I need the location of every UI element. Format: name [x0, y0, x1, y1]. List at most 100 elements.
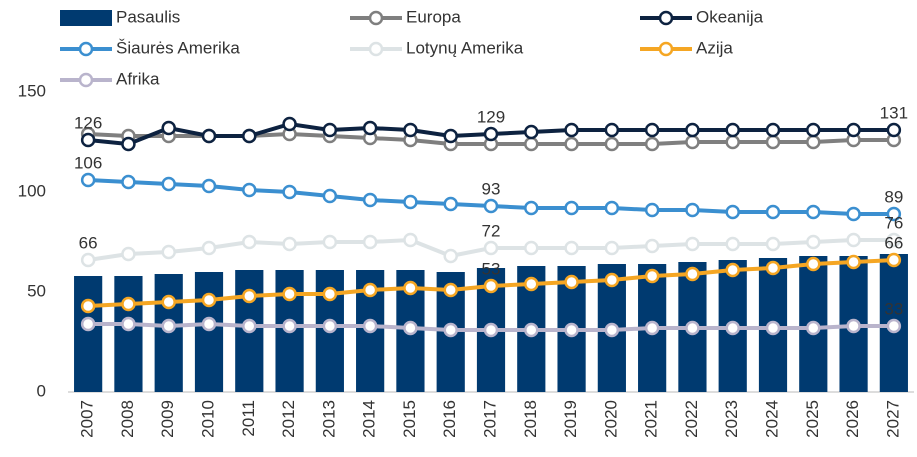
marker — [483, 126, 499, 142]
marker — [806, 204, 821, 220]
marker — [765, 134, 781, 150]
marker — [282, 286, 297, 302]
marker — [362, 120, 378, 136]
marker — [161, 294, 176, 310]
marker — [604, 322, 620, 338]
marker — [443, 322, 458, 338]
marker — [80, 132, 96, 148]
data-label: 129 — [477, 107, 505, 126]
marker — [564, 136, 579, 152]
legend-marker — [368, 41, 384, 57]
data-label: 93 — [482, 179, 501, 198]
legend-label: Pasaulis — [116, 7, 180, 26]
marker — [765, 122, 781, 138]
marker — [362, 234, 378, 250]
x-tick-label: 2020 — [601, 400, 620, 438]
marker — [846, 206, 861, 222]
marker — [765, 204, 781, 220]
x-tick-label: 2010 — [198, 400, 217, 438]
marker — [322, 234, 338, 250]
x-tick-label: 2012 — [279, 400, 298, 438]
marker — [564, 200, 579, 216]
marker — [443, 248, 458, 264]
marker — [765, 320, 781, 336]
x-tick-label: 2008 — [118, 400, 137, 438]
x-tick-label: 2011 — [239, 400, 258, 437]
marker — [524, 322, 539, 338]
data-label: 126 — [74, 113, 102, 132]
marker — [685, 202, 700, 218]
legend-label: Okeanija — [696, 7, 764, 26]
marker — [483, 278, 499, 294]
marker — [765, 236, 781, 252]
x-tick-label: 2007 — [78, 400, 97, 438]
x-tick-label: 2025 — [803, 400, 822, 438]
x-tick-label: 2013 — [319, 400, 338, 438]
marker — [201, 240, 217, 256]
legend-marker — [78, 72, 94, 88]
marker — [846, 232, 861, 248]
bar — [74, 276, 103, 392]
legend-label: Europa — [406, 7, 461, 26]
marker — [644, 136, 660, 152]
marker — [242, 234, 257, 250]
marker — [282, 184, 297, 200]
marker — [644, 202, 660, 218]
marker — [685, 134, 700, 150]
data-label: 53 — [482, 259, 501, 278]
marker — [564, 274, 579, 290]
marker — [161, 244, 176, 260]
marker — [524, 200, 539, 216]
marker — [362, 192, 378, 208]
marker — [443, 196, 458, 212]
marker — [644, 268, 660, 284]
y-tick-label: 50 — [27, 281, 46, 300]
marker — [524, 276, 539, 292]
marker — [201, 292, 217, 308]
data-label: 66 — [79, 233, 98, 252]
marker — [362, 282, 378, 298]
legend-marker — [78, 41, 94, 57]
legend-marker — [368, 10, 384, 26]
y-tick-label: 0 — [37, 381, 46, 400]
marker — [725, 204, 740, 220]
marker — [80, 298, 96, 314]
marker — [322, 286, 338, 302]
marker — [725, 122, 740, 138]
x-tick-label: 2023 — [722, 400, 741, 438]
marker — [242, 318, 257, 334]
marker — [644, 238, 660, 254]
marker — [121, 136, 136, 152]
x-tick-label: 2019 — [561, 400, 580, 438]
marker — [121, 174, 136, 190]
marker — [644, 320, 660, 336]
x-tick-label: 2026 — [843, 400, 862, 438]
marker — [121, 316, 136, 332]
legend-label: Afrika — [116, 69, 160, 88]
marker — [121, 246, 136, 262]
marker — [886, 252, 902, 268]
legend-swatch — [60, 10, 112, 26]
marker — [403, 280, 418, 296]
marker — [564, 322, 579, 338]
marker — [201, 128, 217, 144]
data-label: 72 — [482, 221, 501, 240]
marker — [242, 128, 257, 144]
marker — [483, 198, 499, 214]
marker — [604, 272, 620, 288]
marker — [322, 318, 338, 334]
marker — [685, 236, 700, 252]
marker — [886, 122, 902, 138]
marker — [524, 240, 539, 256]
legend-label: Lotynų Amerika — [406, 38, 524, 57]
data-label: 89 — [884, 187, 903, 206]
marker — [80, 252, 96, 268]
marker — [403, 194, 418, 210]
marker — [886, 318, 902, 334]
marker — [644, 122, 660, 138]
bar — [194, 272, 224, 392]
marker — [846, 318, 861, 334]
marker — [564, 240, 579, 256]
marker — [282, 318, 297, 334]
marker — [322, 188, 338, 204]
